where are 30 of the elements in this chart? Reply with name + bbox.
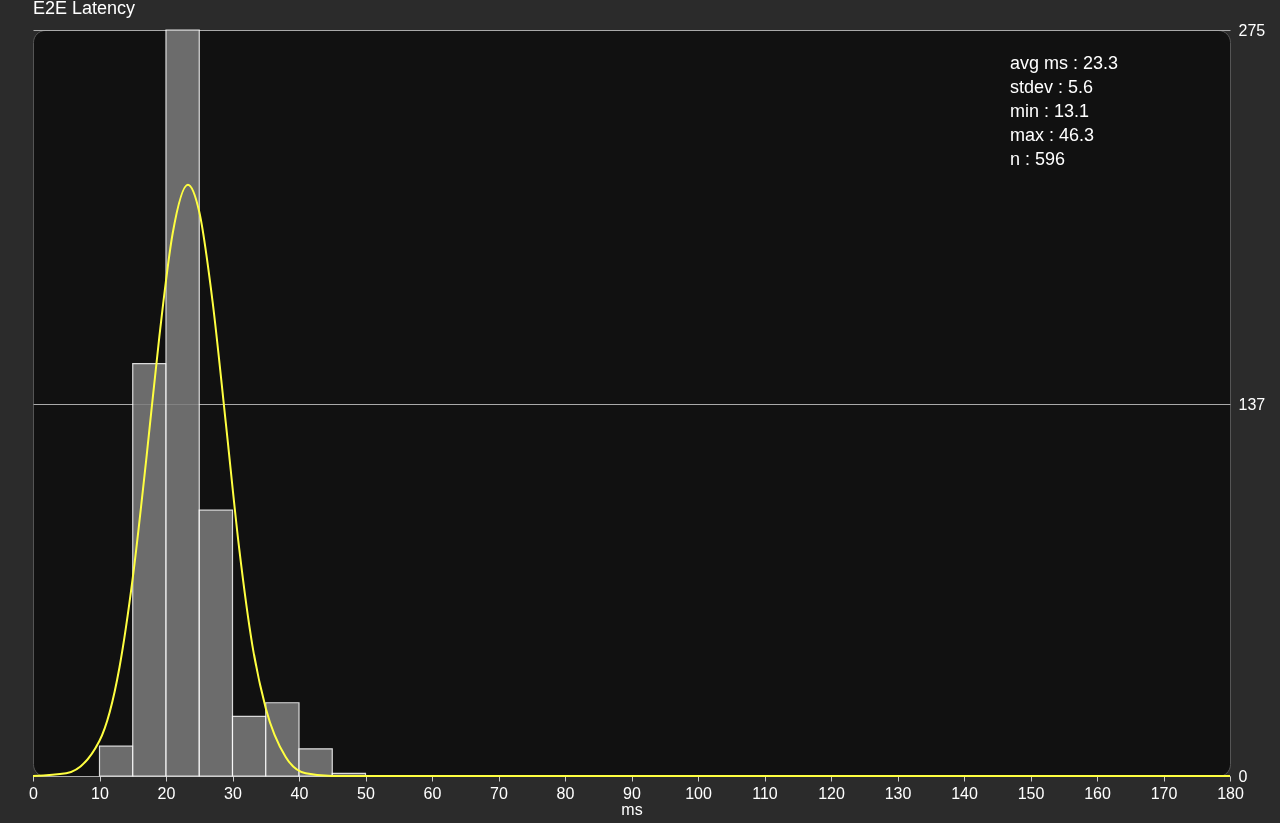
x-tick-label: 150 xyxy=(1017,784,1045,802)
x-tick-label: 140 xyxy=(951,784,978,802)
x-tick-label: 110 xyxy=(752,784,778,802)
x-tick-label: 0 xyxy=(29,784,39,802)
x-tick-label: 10 xyxy=(91,784,109,802)
x-tick-label: 160 xyxy=(1084,784,1111,802)
line-series xyxy=(32,183,1231,777)
y-tick-label: 275 xyxy=(1238,21,1266,39)
x-tick-label: 80 xyxy=(556,784,575,802)
x-tick-label: 90 xyxy=(623,784,641,802)
x-tick-label: 100 xyxy=(685,784,712,802)
y-tick-label: 137 xyxy=(1238,395,1266,413)
x-tick-label: 40 xyxy=(290,784,309,802)
x-axis-title: ms xyxy=(621,800,643,818)
x-tick-label: 70 xyxy=(490,784,508,802)
y-tick-label: 0 xyxy=(1238,767,1248,785)
x-tick-label: 120 xyxy=(818,784,845,802)
x-tick-label: 60 xyxy=(423,784,442,802)
x-tick-label: 170 xyxy=(1150,784,1178,802)
x-tick-label: 30 xyxy=(224,784,242,802)
annotation: stdev : 5.6 xyxy=(1010,77,1094,97)
x-tick-label: 50 xyxy=(357,784,375,802)
annotation: max : 46.3 xyxy=(1010,125,1095,145)
chart-title: E2E Latency xyxy=(33,0,136,18)
annotation: avg ms : 23.3 xyxy=(1010,53,1119,73)
annotation: min : 13.1 xyxy=(1010,101,1090,121)
annotation: n : 596 xyxy=(1010,149,1066,169)
x-tick-label: 130 xyxy=(884,784,912,802)
x-tick-label: 180 xyxy=(1217,784,1244,802)
x-tick-label: 20 xyxy=(157,784,176,802)
